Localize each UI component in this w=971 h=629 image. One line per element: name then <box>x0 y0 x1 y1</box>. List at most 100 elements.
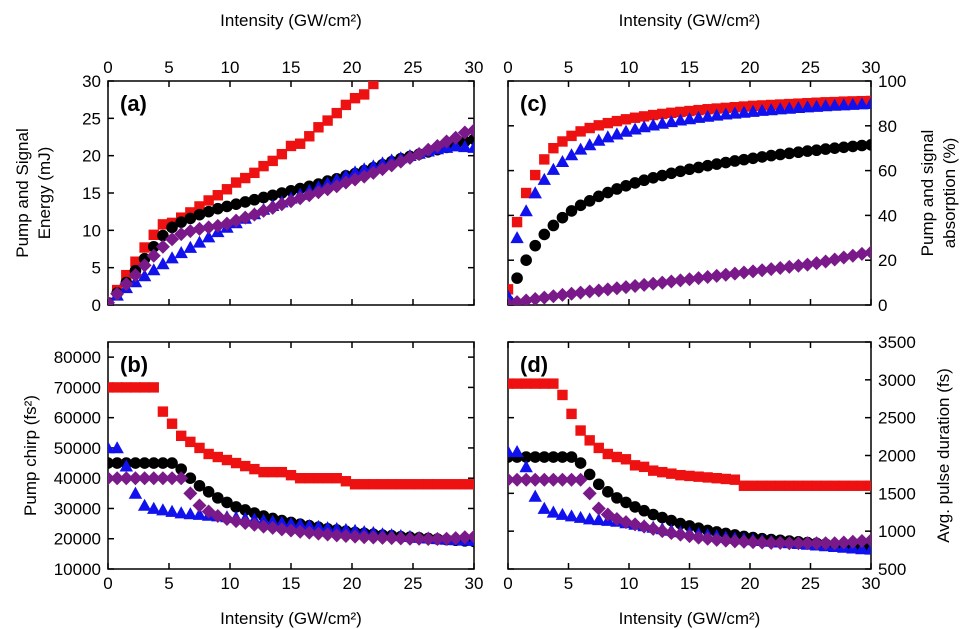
y-tick-label: 10000 <box>54 560 101 579</box>
diamond-marker <box>519 293 534 305</box>
diamond-marker <box>183 486 198 501</box>
square-marker <box>240 172 251 184</box>
square-marker <box>459 479 471 490</box>
triangle-marker <box>746 104 760 117</box>
square-marker <box>508 378 514 389</box>
square-marker <box>130 256 141 267</box>
diamond-marker <box>582 284 597 299</box>
circle-marker <box>175 216 187 228</box>
y-tick-label: 10 <box>82 221 101 240</box>
diamond-marker <box>366 530 381 545</box>
square-marker <box>657 108 668 120</box>
square-marker <box>331 473 342 484</box>
triangle-marker <box>275 515 289 529</box>
diamond-marker <box>457 530 472 545</box>
y-tick-label: 1500 <box>878 484 916 503</box>
triangle-marker <box>537 501 551 514</box>
diamond-marker <box>718 533 733 548</box>
square-marker <box>148 229 159 241</box>
diamond-marker <box>618 280 633 295</box>
diamond-marker <box>673 273 688 288</box>
square-marker <box>520 187 532 199</box>
circle-marker <box>738 153 750 166</box>
diamond-marker <box>755 263 770 278</box>
diamond-marker <box>274 522 289 537</box>
square-marker <box>584 122 595 134</box>
x-tick-label: 20 <box>343 58 362 77</box>
diamond-marker <box>746 535 761 550</box>
data-markers <box>508 95 871 305</box>
circle-marker <box>111 457 123 469</box>
square-marker <box>148 382 159 393</box>
square-marker <box>276 466 288 478</box>
circle-marker <box>592 190 605 203</box>
triangle-marker <box>174 506 188 519</box>
square-marker <box>738 480 750 491</box>
diamond-marker <box>800 257 815 272</box>
circle-marker <box>202 486 215 498</box>
square-marker <box>602 448 614 460</box>
square-marker <box>157 219 169 230</box>
triangle-marker <box>864 96 871 109</box>
triangle-marker <box>710 108 724 121</box>
circle-marker <box>520 451 532 463</box>
diamond-marker <box>108 295 115 305</box>
y-tick-label: 20 <box>878 251 897 270</box>
circle-marker <box>683 163 696 176</box>
x-tick-label: 30 <box>465 58 484 77</box>
diamond-marker <box>128 268 143 283</box>
y-tick-label: 25 <box>82 109 101 128</box>
diamond-marker <box>110 471 125 486</box>
circle-marker <box>647 508 659 521</box>
square-marker <box>693 104 704 116</box>
x-tick-label: 10 <box>221 58 240 77</box>
square-marker <box>675 106 686 118</box>
triangle-marker <box>510 445 524 458</box>
square-marker <box>267 155 278 167</box>
square-marker <box>566 408 577 420</box>
square-marker <box>249 167 260 179</box>
circle-marker <box>611 492 623 504</box>
diamond-marker <box>393 531 408 546</box>
triangle-marker <box>555 154 570 167</box>
triangle-marker <box>791 100 806 114</box>
circle-marker <box>565 205 578 217</box>
x-tick-label: 10 <box>221 574 240 593</box>
triangle-marker <box>755 103 769 116</box>
y-axis-title: absorption (%) <box>940 138 959 249</box>
x-tick-label: 15 <box>282 58 301 77</box>
diamond-marker <box>311 526 326 541</box>
circle-marker <box>583 468 596 481</box>
square-marker <box>294 473 306 484</box>
triangle-marker <box>128 486 143 499</box>
triangle-marker <box>108 441 115 454</box>
diamond-marker <box>691 530 706 545</box>
triangle-marker <box>691 110 706 123</box>
circle-marker <box>157 457 169 469</box>
diamond-marker <box>709 532 724 547</box>
square-marker <box>511 378 523 389</box>
square-marker <box>611 451 623 463</box>
circle-marker <box>166 457 178 469</box>
square-marker <box>166 418 178 429</box>
square-marker <box>203 448 214 460</box>
y-tick-label: 80 <box>878 117 897 136</box>
square-marker <box>285 140 297 152</box>
y-tick-label: 1000 <box>878 522 916 541</box>
square-marker <box>108 382 114 393</box>
diamond-marker <box>467 529 474 544</box>
y-tick-label: 50000 <box>54 439 101 458</box>
square-marker <box>139 382 150 393</box>
circle-marker <box>184 212 197 225</box>
diamond-marker <box>773 535 788 550</box>
circle-marker <box>756 151 768 163</box>
diamond-marker <box>564 286 579 301</box>
triangle-marker <box>846 97 860 110</box>
triangle-marker <box>510 231 524 244</box>
triangle-marker <box>546 162 561 175</box>
triangle-marker <box>700 109 715 122</box>
circle-marker <box>847 140 859 153</box>
square-marker <box>304 473 315 484</box>
circle-marker <box>212 492 224 504</box>
diamond-marker <box>338 529 353 544</box>
